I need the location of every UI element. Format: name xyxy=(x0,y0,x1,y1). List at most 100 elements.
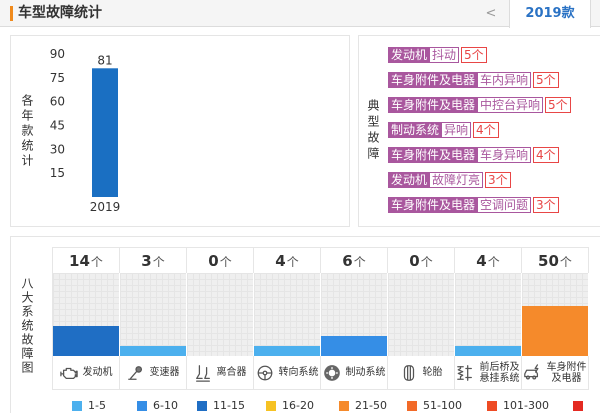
legend-item: 1-5 xyxy=(72,400,106,412)
system-count: 3个 xyxy=(120,248,187,273)
system-label-cell: 前后桥及悬挂系统 xyxy=(455,356,522,390)
count-number: 6 xyxy=(342,252,353,270)
page-title: 车型故障统计 xyxy=(18,5,102,21)
fault-issue-label: 抖动 xyxy=(430,47,460,63)
fault-tag[interactable]: 发动机 故障灯亮 3个 xyxy=(388,172,571,188)
y-tick-label: 75 xyxy=(50,71,65,85)
system-bar xyxy=(522,306,588,356)
system-column[interactable]: 50个车身附件及电器 xyxy=(522,248,589,390)
fault-count-badge: 5个 xyxy=(545,97,571,113)
system-label-cell: 轮胎 xyxy=(388,356,455,390)
fault-issue-label: 故障灯亮 xyxy=(430,172,484,188)
system-bar xyxy=(254,346,320,356)
fault-tag[interactable]: 车身附件及电器 车内异响 5个 xyxy=(388,72,571,88)
system-column[interactable]: 4个前后桥及悬挂系统 xyxy=(455,248,522,390)
fault-system-label: 车身附件及电器 xyxy=(388,72,479,88)
system-count: 14个 xyxy=(53,248,120,273)
fault-count-badge: 4个 xyxy=(533,147,559,163)
system-bar xyxy=(53,326,119,356)
count-number: 0 xyxy=(208,252,219,270)
bar-value-label: 81 xyxy=(97,53,112,67)
system-count: 6个 xyxy=(321,248,388,273)
legend-swatch xyxy=(197,401,207,411)
system-name-label: 车身附件及电器 xyxy=(546,361,587,384)
system-column[interactable]: 6个制动系统 xyxy=(321,248,388,390)
fault-issue-label: 异响 xyxy=(442,122,472,138)
fault-tag-list: 发动机 抖动 5个 车身附件及电器 车内异响 5个 车身附件及电器 中控台异响 5个 制动系统 异响… xyxy=(388,47,571,222)
prev-year-button[interactable]: < xyxy=(485,6,497,21)
count-unit: 个 xyxy=(353,255,366,269)
system-label-cell: 制动系统 xyxy=(321,356,388,390)
fault-tag[interactable]: 车身附件及电器 车身异响 4个 xyxy=(388,147,571,163)
header-bar: 车型故障统计 < 2019款 xyxy=(0,0,600,28)
system-column[interactable]: 4个转向系统 xyxy=(254,248,321,390)
system-name-label: 前后桥及悬挂系统 xyxy=(479,361,520,384)
count-unit: 个 xyxy=(286,255,299,269)
fault-system-label: 车身附件及电器 xyxy=(388,197,479,213)
system-column[interactable]: 0个离合器 xyxy=(187,248,254,390)
system-bar xyxy=(455,346,521,356)
system-label-cell: 转向系统 xyxy=(254,356,321,390)
system-label-cell: 发动机 xyxy=(53,356,120,390)
fault-system-label: 发动机 xyxy=(388,172,431,188)
y-tick-label: 15 xyxy=(50,166,65,180)
fault-system-label: 发动机 xyxy=(388,47,431,63)
x-category-label: 2019 xyxy=(90,200,121,214)
system-count: 4个 xyxy=(455,248,522,273)
legend-swatch xyxy=(266,401,276,411)
year-chart-title-box: 各年款统计 xyxy=(11,36,43,226)
fault-tag[interactable]: 车身附件及电器 空调问题 3个 xyxy=(388,197,571,213)
clutch-icon xyxy=(194,364,212,382)
legend-swatch xyxy=(72,401,82,411)
legend-swatch xyxy=(137,401,147,411)
system-count: 0个 xyxy=(388,248,455,273)
fault-tag[interactable]: 制动系统 异响 4个 xyxy=(388,122,571,138)
count-number: 3 xyxy=(141,252,152,270)
fault-issue-label: 车内异响 xyxy=(478,72,532,88)
legend-item: 6-10 xyxy=(137,400,178,412)
year-bar xyxy=(92,68,118,197)
tab-2019[interactable]: 2019款 xyxy=(509,0,591,28)
fault-issue-label: 空调问题 xyxy=(478,197,532,213)
system-name-label: 制动系统 xyxy=(345,367,386,378)
system-bar-track xyxy=(522,273,589,356)
year-chart-panel: 各年款统计 15 30 45 60 75 90 81 2019 xyxy=(10,35,350,227)
legend-label: 21-50 xyxy=(355,399,387,412)
system-bar-track xyxy=(455,273,522,356)
legend-label: 6-10 xyxy=(153,399,178,412)
fault-system-label: 车身附件及电器 xyxy=(388,97,479,113)
count-number: 4 xyxy=(275,252,286,270)
fault-issue-label: 中控台异响 xyxy=(478,97,544,113)
system-bar xyxy=(120,346,186,356)
count-unit: 个 xyxy=(559,255,572,269)
legend-label: 1-5 xyxy=(88,399,106,412)
suspension-icon xyxy=(456,364,474,382)
system-column[interactable]: 0个轮胎 xyxy=(388,248,455,390)
year-bar-chart: 15 30 45 60 75 90 81 2019 xyxy=(50,47,121,214)
legend-label: 51-100 xyxy=(423,399,462,412)
system-chart-title: 八大系统故障图 xyxy=(20,277,34,375)
fault-tag[interactable]: 发动机 抖动 5个 xyxy=(388,47,571,63)
count-number: 50 xyxy=(538,252,559,270)
system-label-cell: 车身附件及电器 xyxy=(522,356,589,390)
system-name-label: 转向系统 xyxy=(278,367,319,378)
legend-item: 21-50 xyxy=(339,400,387,412)
system-name-label: 发动机 xyxy=(82,367,113,378)
legend-swatch xyxy=(487,401,497,411)
fault-tag[interactable]: 车身附件及电器 中控台异响 5个 xyxy=(388,97,571,113)
count-number: 0 xyxy=(409,252,420,270)
legend-label: 11-15 xyxy=(213,399,245,412)
system-column[interactable]: 14个发动机 xyxy=(53,248,120,390)
system-label-cell: 离合器 xyxy=(187,356,254,390)
count-number: 4 xyxy=(476,252,487,270)
system-bar-track xyxy=(187,273,254,356)
system-count: 50个 xyxy=(522,248,589,273)
system-count: 0个 xyxy=(187,248,254,273)
system-column[interactable]: 3个 变速器 xyxy=(120,248,187,390)
legend-label: 101-300 xyxy=(503,399,549,412)
system-bar-track xyxy=(321,273,388,356)
legend-item: 51-100 xyxy=(407,400,462,412)
typical-faults-panel: 典型故障 发动机 抖动 5个 车身附件及电器 车内异响 5个 车身附件及电器 中控台异响 5个制… xyxy=(358,35,600,227)
typical-faults-title: 典型故障 xyxy=(366,99,380,163)
